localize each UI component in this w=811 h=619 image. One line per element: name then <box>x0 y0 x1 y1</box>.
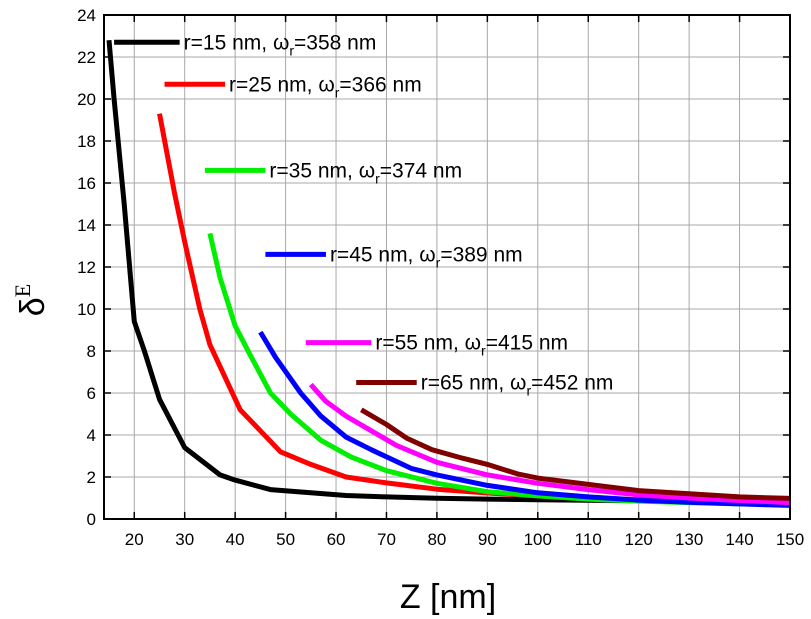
series-line-1 <box>109 40 790 502</box>
x-tick-label: 140 <box>725 530 753 549</box>
x-axis-title: Z [nm] <box>400 578 496 616</box>
y-tick-label: 6 <box>87 384 96 403</box>
x-tick-label: 90 <box>478 530 497 549</box>
y-tick-label: 0 <box>87 510 96 529</box>
x-tick-label: 120 <box>624 530 652 549</box>
x-tick-label: 40 <box>226 530 245 549</box>
y-axis-superscript: E <box>10 284 35 297</box>
y-tick-label: 4 <box>87 426 96 445</box>
y-axis-title: δE <box>10 284 52 316</box>
y-tick-label: 14 <box>77 216 96 235</box>
legend-label-3: r=35 nm, ωr=374 nm <box>269 159 462 186</box>
y-tick-label: 8 <box>87 342 96 361</box>
legend-label-5: r=55 nm, ωr=415 nm <box>375 332 568 359</box>
axis-ticks: 20 30 40 50 60 70 80 90 100 110 120 130 140 150024681… <box>77 6 804 549</box>
x-tick-label: 110 <box>575 530 602 549</box>
grid <box>104 15 790 519</box>
y-tick-label: 24 <box>77 6 96 25</box>
x-tick-label: 100 <box>524 530 552 549</box>
x-tick-label: 70 <box>377 530 396 549</box>
y-axis-symbol: δ <box>14 297 52 316</box>
legend: r=15 nm, ωr=358 nm r=25 nm, ωr=366 nm r=35… <box>114 31 613 398</box>
x-tick-label: 30 <box>175 530 194 549</box>
y-tick-label: 20 <box>77 90 96 109</box>
legend-label-6: r=65 nm, ωr=452 nm <box>421 372 614 399</box>
series-line-3 <box>210 233 790 504</box>
y-tick-label: 2 <box>87 468 96 487</box>
x-tick-label: 130 <box>675 530 703 549</box>
y-tick-label: 22 <box>77 48 96 67</box>
y-tick-label: 16 <box>77 174 96 193</box>
series-line-5 <box>311 385 790 503</box>
x-tick-label: 150 <box>776 530 804 549</box>
x-tick-label: 60 <box>327 530 346 549</box>
legend-label-4: r=45 nm, ωr=389 nm <box>330 243 523 270</box>
series-line-6 <box>361 410 790 499</box>
x-tick-label: 80 <box>427 530 446 549</box>
legend-label-1: r=15 nm, ωr=358 nm <box>184 31 377 58</box>
x-tick-label: 50 <box>276 530 295 549</box>
y-tick-label: 18 <box>77 132 96 151</box>
y-tick-label: 10 <box>77 300 96 319</box>
svg-text:δE: δE <box>10 284 52 316</box>
x-tick-label: 20 <box>125 530 144 549</box>
y-tick-label: 12 <box>77 258 96 277</box>
series-lines <box>109 40 790 505</box>
legend-label-2: r=25 nm, ωr=366 nm <box>229 73 422 100</box>
